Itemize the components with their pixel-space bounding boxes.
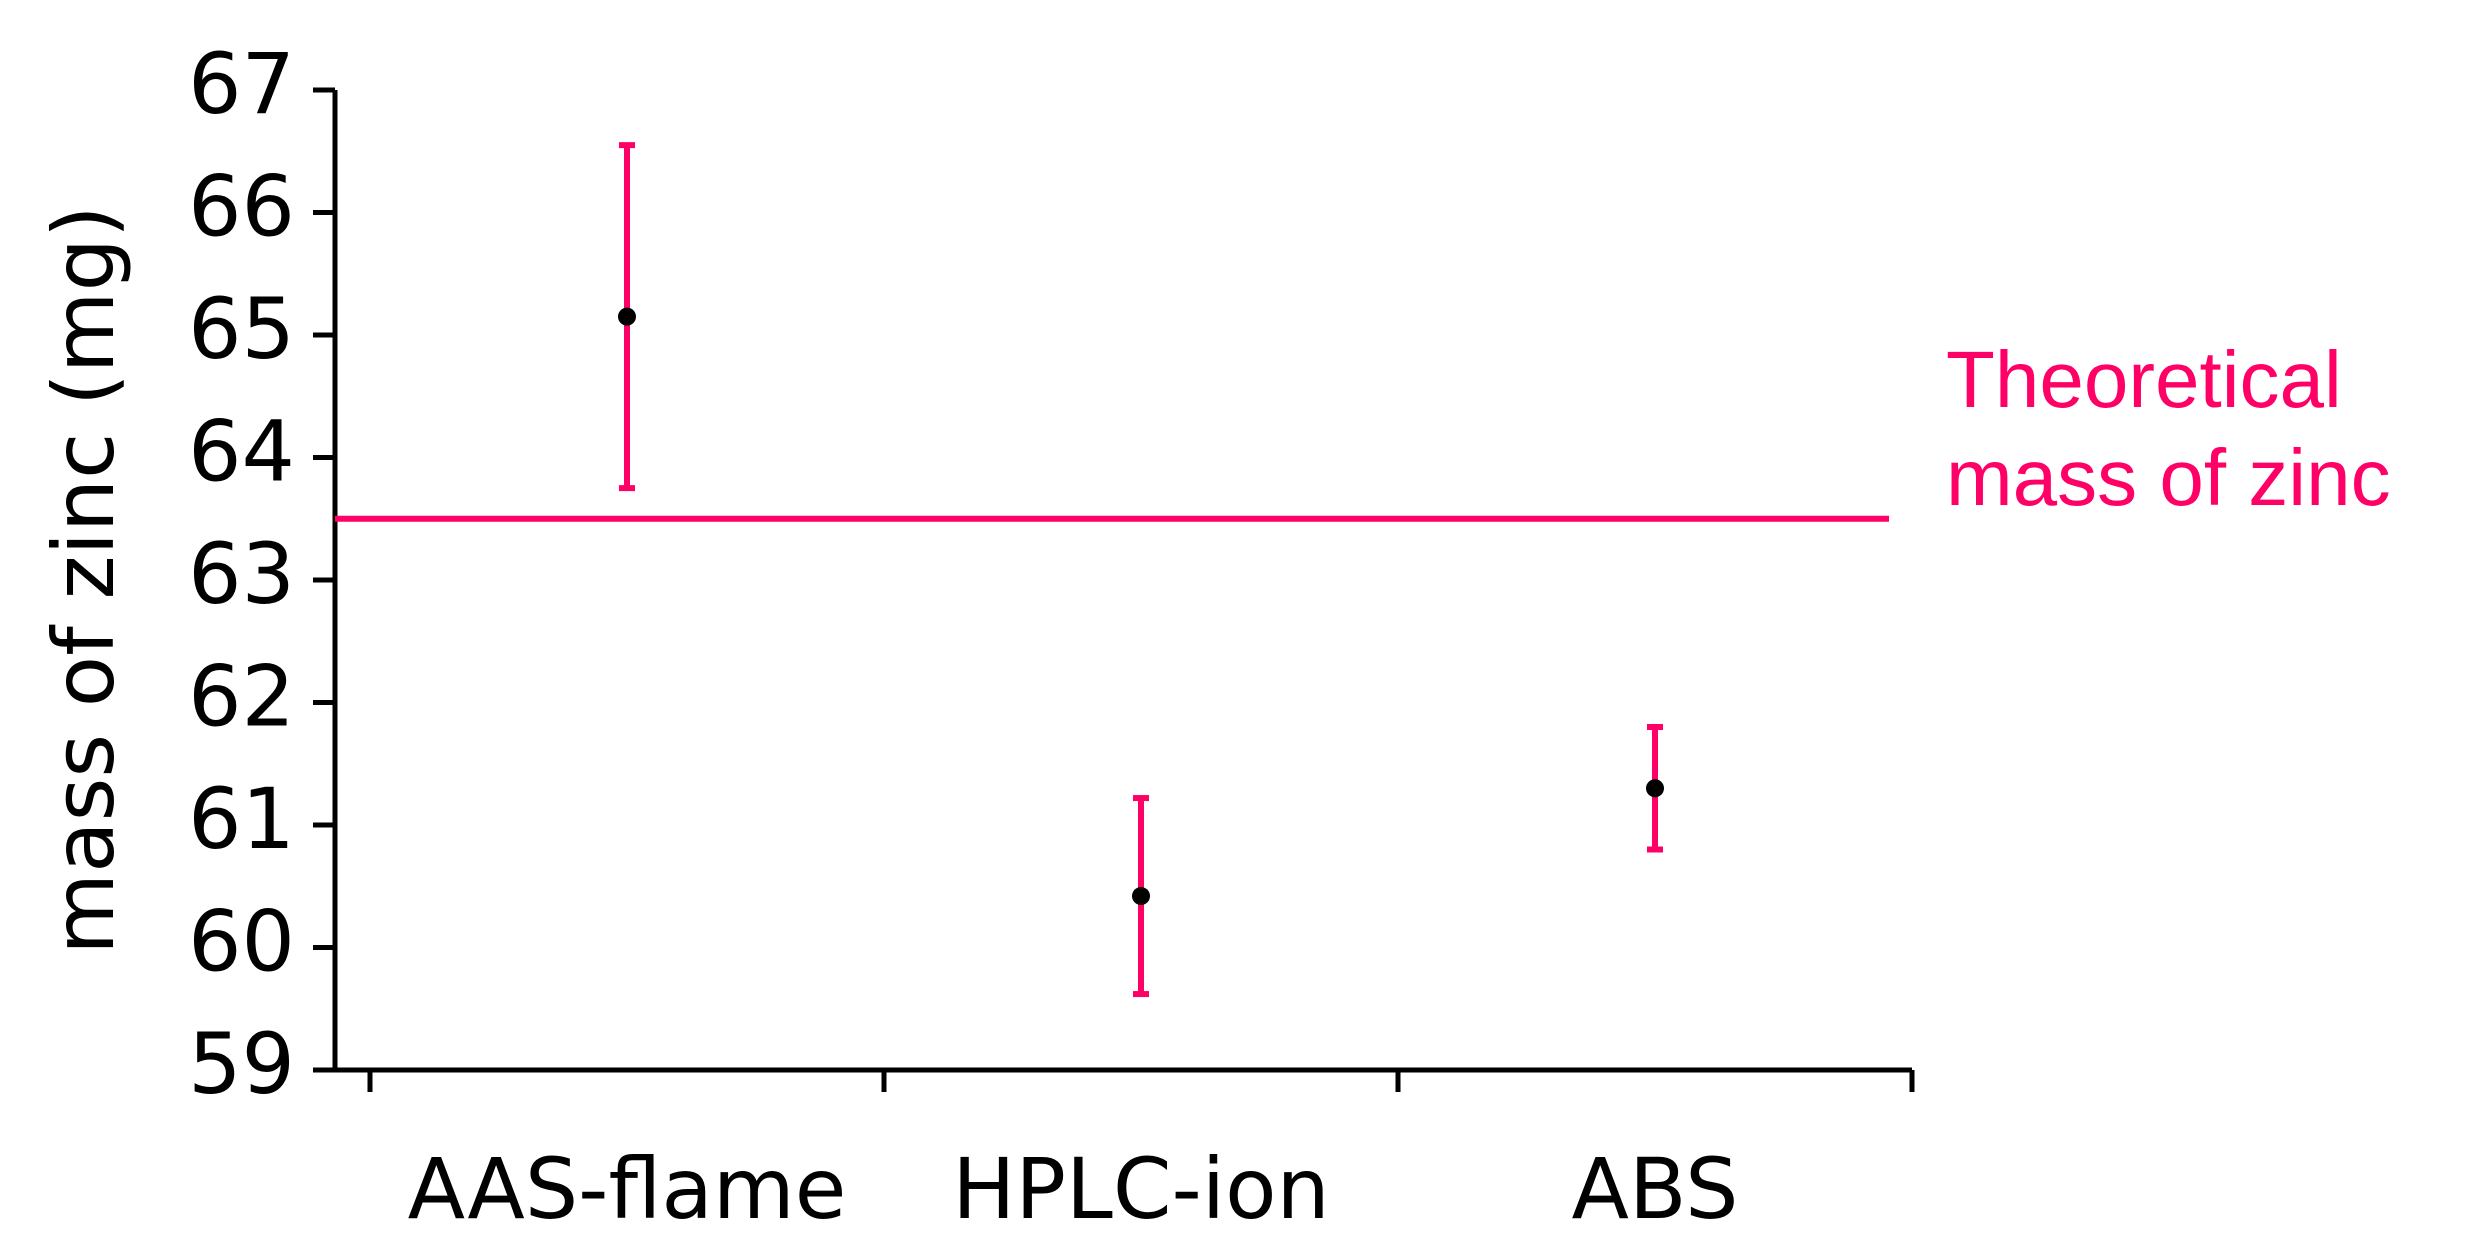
y-tick-label: 66 [188, 157, 295, 255]
data-point [1646, 779, 1664, 798]
reference-label: mass of zinc [1946, 433, 2391, 522]
y-tick-label: 60 [188, 892, 295, 990]
y-tick-label: 61 [188, 770, 295, 868]
y-axis-title: mass of zinc (mg) [35, 205, 133, 954]
y-tick-label: 67 [188, 35, 295, 133]
x-tick-label: HPLC-ion [952, 1140, 1330, 1238]
y-tick-label: 64 [188, 402, 295, 500]
y-tick-label: 63 [188, 525, 295, 623]
x-tick-label: ABS [1572, 1140, 1739, 1238]
data-point [1132, 887, 1150, 906]
reference-label: Theoretical [1946, 335, 2342, 424]
y-tick-label: 65 [188, 280, 295, 378]
data-point [618, 307, 636, 326]
x-tick-label: AAS-flame [408, 1140, 847, 1238]
y-tick-label: 59 [188, 1015, 295, 1113]
y-tick-label: 62 [188, 647, 295, 745]
